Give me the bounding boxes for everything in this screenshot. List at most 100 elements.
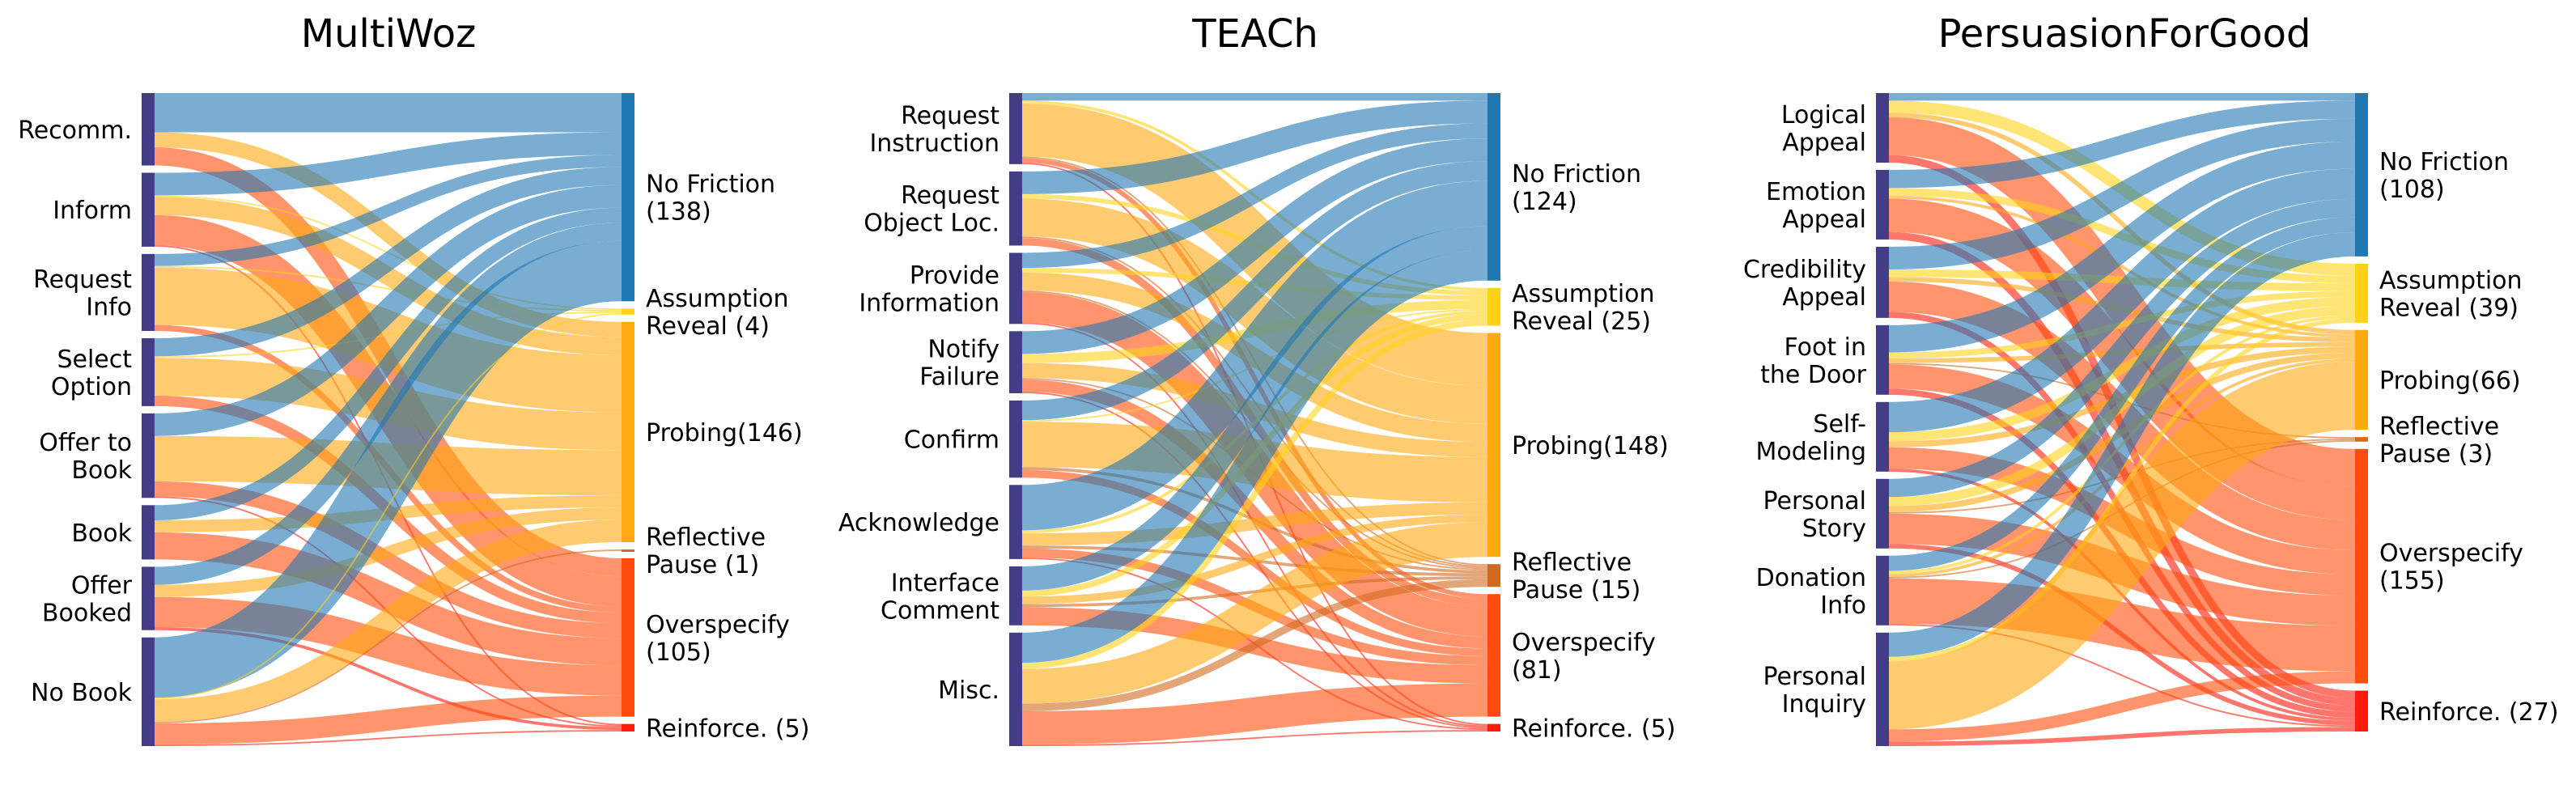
flow-link: [1021, 250, 1488, 664]
source-label: Misc.: [938, 676, 999, 705]
source-label-line: Book: [71, 519, 132, 548]
source-label-line: Recomm.: [18, 117, 132, 145]
flow-link: [1888, 297, 2356, 442]
source-label: Offer Booked: [42, 572, 133, 628]
target-label: No Friction (108): [2379, 148, 2509, 204]
target-label-line: (81): [1512, 656, 1562, 685]
source-label-line: Acknowledge: [838, 509, 999, 537]
target-label-line: Reflective: [2379, 413, 2499, 441]
flow-link: [1888, 141, 2356, 353]
source-label: Credibility Appeal: [1743, 256, 1866, 312]
source-label-line: Inform: [53, 197, 132, 225]
source-label: Acknowledge: [838, 509, 999, 537]
source-label-line: Info: [86, 293, 132, 321]
target-label: Reflective Pause (3): [2379, 413, 2499, 469]
flow-link: [1888, 578, 2356, 672]
target-node: [1487, 594, 1500, 717]
target-label-line: Overspecify: [1512, 629, 1656, 657]
flow-link: [1021, 320, 1488, 669]
flow-link: [1021, 138, 1488, 354]
target-node: [1487, 287, 1500, 326]
source-label-line: Appeal: [1782, 283, 1866, 312]
flow-link: [154, 312, 622, 700]
source-label-line: Offer: [71, 572, 133, 600]
flow-link: [1021, 730, 1488, 746]
flow-link: [1888, 118, 2356, 270]
source-label-line: Instruction: [869, 129, 999, 158]
target-node: [1487, 723, 1500, 732]
source-node: [1009, 400, 1022, 478]
source-label: Recomm.: [18, 117, 132, 145]
target-node: [2355, 437, 2368, 442]
target-label-line: Reflective: [1512, 549, 1632, 577]
flow-link: [154, 730, 622, 747]
target-label-line: Overspecify: [2379, 540, 2523, 568]
target-label-line: (138): [646, 198, 711, 227]
flow-link: [1888, 217, 2356, 571]
source-label-line: Personal: [1763, 663, 1866, 691]
source-node: [1009, 93, 1022, 164]
flow-link: [1888, 318, 2356, 662]
target-label-line: Pause (3): [2379, 440, 2493, 469]
source-label-line: Booked: [42, 600, 132, 628]
target-node: [622, 723, 634, 732]
source-label-line: Info: [1820, 592, 1866, 620]
source-label-line: Misc.: [938, 676, 999, 705]
target-label: Overspecify (155): [2379, 540, 2523, 596]
source-label-line: Request: [901, 182, 999, 210]
flow-link: [154, 155, 622, 266]
source-label: Confirm: [904, 426, 999, 455]
source-label-line: Request: [901, 102, 999, 130]
target-node: [622, 321, 634, 543]
flow-link: [154, 223, 622, 585]
flow-link: [1021, 226, 1488, 591]
source-label: Notify Failure: [919, 336, 999, 392]
source-label-line: Story: [1802, 515, 1866, 543]
source-label: Provide Information: [859, 261, 999, 317]
source-label: Emotion Appeal: [1766, 178, 1866, 234]
source-label: Self-Modeling: [1756, 410, 1866, 466]
sankey-panel-0: MultiWoz Recomm. Inform Request Info Select Op…: [18, 11, 809, 747]
flow-link: [154, 695, 622, 745]
target-label-line: (105): [646, 638, 711, 667]
source-label-line: Option: [51, 373, 132, 401]
source-label: Offer to Book: [39, 429, 132, 485]
flow-link: [1888, 362, 2356, 730]
target-node: [622, 558, 634, 717]
target-label: Assumption Reveal (25): [1512, 280, 1655, 336]
target-node: [2355, 93, 2368, 257]
target-node: [2355, 690, 2368, 732]
source-label: Request Object Loc.: [864, 182, 999, 238]
source-node: [142, 637, 155, 746]
target-label: Reflective Pause (1): [646, 524, 766, 579]
flow-link: [1021, 522, 1488, 704]
source-label-line: Comment: [881, 596, 999, 625]
target-node: [2355, 448, 2368, 684]
source-label-line: Provide: [910, 261, 999, 290]
target-label: Reinforce. (27): [2379, 698, 2559, 727]
target-label-line: Reveal (4): [646, 312, 770, 341]
flow-link: [1888, 168, 2356, 433]
flow-link: [1888, 671, 2356, 742]
target-label-line: Assumption: [646, 285, 789, 313]
target-node: [1487, 564, 1500, 587]
target-label-line: Probing(148): [1512, 432, 1669, 460]
source-node: [142, 413, 155, 498]
target-node: [1487, 93, 1500, 281]
flow-link: [154, 507, 622, 597]
target-node: [622, 549, 634, 553]
source-node: [142, 253, 155, 331]
target-label-line: Reveal (39): [2379, 294, 2519, 322]
flow-link: [154, 549, 622, 724]
flow-link: [1021, 514, 1488, 604]
flow-link: [1888, 195, 2356, 338]
source-label-line: the Door: [1760, 361, 1867, 389]
flow-link: [1888, 100, 2356, 189]
source-label-line: Request: [33, 265, 132, 294]
flow-link: [1021, 100, 1488, 194]
source-node: [1876, 401, 1889, 472]
source-label-line: Modeling: [1756, 438, 1866, 466]
target-label-line: Reflective: [646, 524, 766, 552]
